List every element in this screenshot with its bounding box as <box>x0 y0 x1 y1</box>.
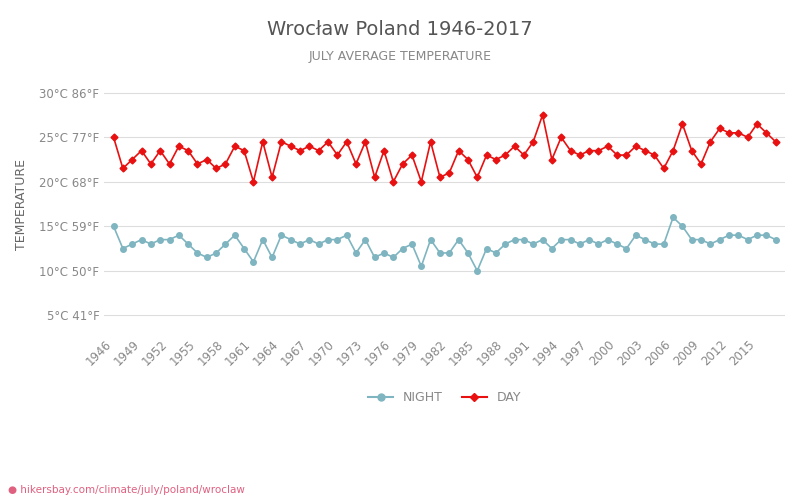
Y-axis label: TEMPERATURE: TEMPERATURE <box>15 158 28 250</box>
Text: Wrocław Poland 1946-2017: Wrocław Poland 1946-2017 <box>267 20 533 39</box>
Text: JULY AVERAGE TEMPERATURE: JULY AVERAGE TEMPERATURE <box>309 50 491 63</box>
Text: ● hikersbay.com/climate/july/poland/wroclaw: ● hikersbay.com/climate/july/poland/wroc… <box>8 485 245 495</box>
Legend: NIGHT, DAY: NIGHT, DAY <box>363 386 526 409</box>
